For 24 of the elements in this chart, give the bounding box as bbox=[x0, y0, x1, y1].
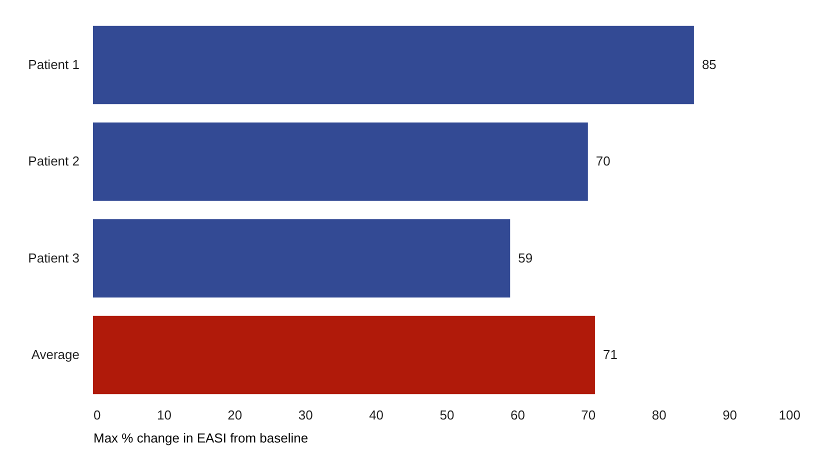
x-tick-label: 100 bbox=[778, 408, 800, 422]
bar bbox=[93, 122, 588, 201]
bar bbox=[93, 219, 510, 298]
x-tick-label: 90 bbox=[722, 408, 738, 422]
x-axis-title: Max % change in EASI from baseline bbox=[94, 430, 308, 446]
y-tick-label: Patient 2 bbox=[28, 154, 80, 169]
y-tick-label: Patient 3 bbox=[28, 250, 80, 266]
x-tick-label: 50 bbox=[440, 408, 454, 422]
x-tick-label: 0 bbox=[94, 408, 101, 422]
data-label: 70 bbox=[596, 154, 610, 169]
bar bbox=[93, 316, 595, 394]
x-tick-label: 10 bbox=[156, 408, 172, 422]
x-tick-label: 20 bbox=[228, 408, 242, 422]
x-tick-label: 70 bbox=[581, 408, 596, 422]
x-tick-label: 40 bbox=[369, 408, 384, 422]
x-tick-label: 60 bbox=[510, 408, 525, 422]
y-tick-label: Patient 1 bbox=[28, 56, 80, 72]
bar bbox=[93, 26, 694, 104]
x-tick-label: 80 bbox=[652, 408, 666, 422]
x-tick-label: 30 bbox=[298, 408, 313, 422]
y-tick-label: Average bbox=[31, 347, 80, 362]
data-label: 71 bbox=[602, 347, 618, 362]
data-label: 85 bbox=[702, 56, 716, 72]
data-label: 59 bbox=[518, 250, 533, 266]
